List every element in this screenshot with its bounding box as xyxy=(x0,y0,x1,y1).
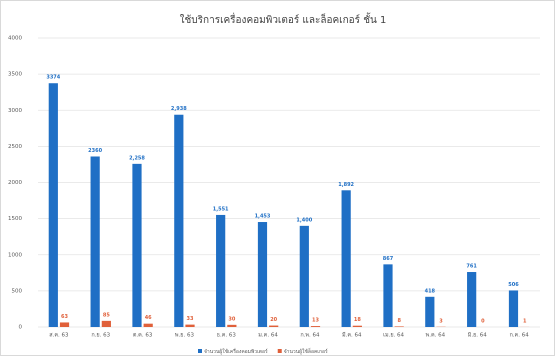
bar xyxy=(310,326,321,327)
data-label: 1,551 xyxy=(213,206,229,212)
data-label: 63 xyxy=(61,314,68,320)
data-label: 46 xyxy=(145,315,152,321)
data-label: 2360 xyxy=(88,148,102,154)
data-label: 761 xyxy=(466,264,477,270)
x-tick-label: พ.ค. 64 xyxy=(426,333,446,339)
legend-label: จำนวนผู้ใช้เครื่องคอมพิวเตอร์ xyxy=(204,348,268,355)
y-tick-label: 4000 xyxy=(8,36,22,42)
bar xyxy=(132,163,142,327)
data-label: 1,400 xyxy=(296,217,312,223)
x-tick-label: เม.ย. 64 xyxy=(383,333,404,339)
bar xyxy=(299,225,309,327)
bar xyxy=(174,114,184,328)
data-label: 1 xyxy=(523,318,527,324)
bar xyxy=(143,323,153,327)
legend: จำนวนผู้ใช้เครื่องคอมพิวเตอร์ จำนวนผู้ใช้… xyxy=(198,347,328,355)
data-label: 20 xyxy=(270,317,277,323)
legend-swatch xyxy=(198,349,202,353)
bar xyxy=(394,326,404,327)
data-label: 8 xyxy=(397,318,401,324)
x-tick-label: พ.ย. 63 xyxy=(175,333,195,339)
y-tick-label: 2000 xyxy=(8,180,22,186)
bar xyxy=(467,272,477,327)
y-tick-label: 0 xyxy=(19,325,23,331)
x-tick-label: ก.ค. 64 xyxy=(509,333,529,339)
x-tick-label: ธ.ค. 63 xyxy=(217,332,237,339)
data-label: 3374 xyxy=(46,75,60,81)
x-tick-label: ต.ค. 63 xyxy=(133,333,153,339)
chart-title: ใช้บริการเครื่องคอมพิวเตอร์ และล็อคเกอร์… xyxy=(180,12,387,26)
bar xyxy=(341,190,351,327)
data-label: 2,258 xyxy=(129,155,145,161)
data-label: 3 xyxy=(439,318,443,324)
bar xyxy=(216,214,226,327)
bar xyxy=(185,324,195,327)
bar xyxy=(352,325,362,327)
x-tick-label: ก.ย. 63 xyxy=(91,333,110,339)
bar xyxy=(508,290,519,327)
data-label: 33 xyxy=(187,316,194,322)
y-tick-label: 1500 xyxy=(8,216,22,222)
data-label: 506 xyxy=(508,282,519,288)
bar xyxy=(257,222,268,327)
y-tick-label: 3000 xyxy=(8,108,22,114)
data-label: 30 xyxy=(228,316,235,322)
y-tick-label: 1000 xyxy=(8,252,22,258)
data-label: 1,453 xyxy=(255,214,271,220)
data-label: 13 xyxy=(312,318,319,324)
bar xyxy=(59,322,70,327)
y-tick-label: 500 xyxy=(12,288,23,294)
x-tick-label: ส.ค. 63 xyxy=(49,332,69,339)
bar xyxy=(425,296,435,327)
data-label: 18 xyxy=(354,317,361,323)
bar xyxy=(90,156,100,327)
bar xyxy=(227,324,237,327)
y-tick-label: 3500 xyxy=(8,72,22,78)
bar xyxy=(383,264,393,327)
data-label: 418 xyxy=(425,288,436,294)
data-label: 0 xyxy=(481,319,485,325)
data-label: 85 xyxy=(103,312,110,318)
bar xyxy=(48,83,58,327)
y-tick-label: 2500 xyxy=(8,144,22,150)
data-label: 2,938 xyxy=(171,106,187,112)
legend-swatch xyxy=(277,349,282,353)
x-tick-label: ม.ค. 64 xyxy=(258,333,278,339)
bar xyxy=(101,320,111,327)
x-tick-label: มิ.ย. 64 xyxy=(467,332,487,339)
x-tick-label: มี.ค. 64 xyxy=(342,332,362,339)
data-label: 1,892 xyxy=(338,182,354,188)
x-tick-label: ก.พ. 64 xyxy=(300,333,320,339)
bar xyxy=(269,325,279,327)
legend-label: จำนวนผู้ใช้ล็อคเกอร์ xyxy=(284,347,328,355)
data-label: 867 xyxy=(383,256,394,262)
